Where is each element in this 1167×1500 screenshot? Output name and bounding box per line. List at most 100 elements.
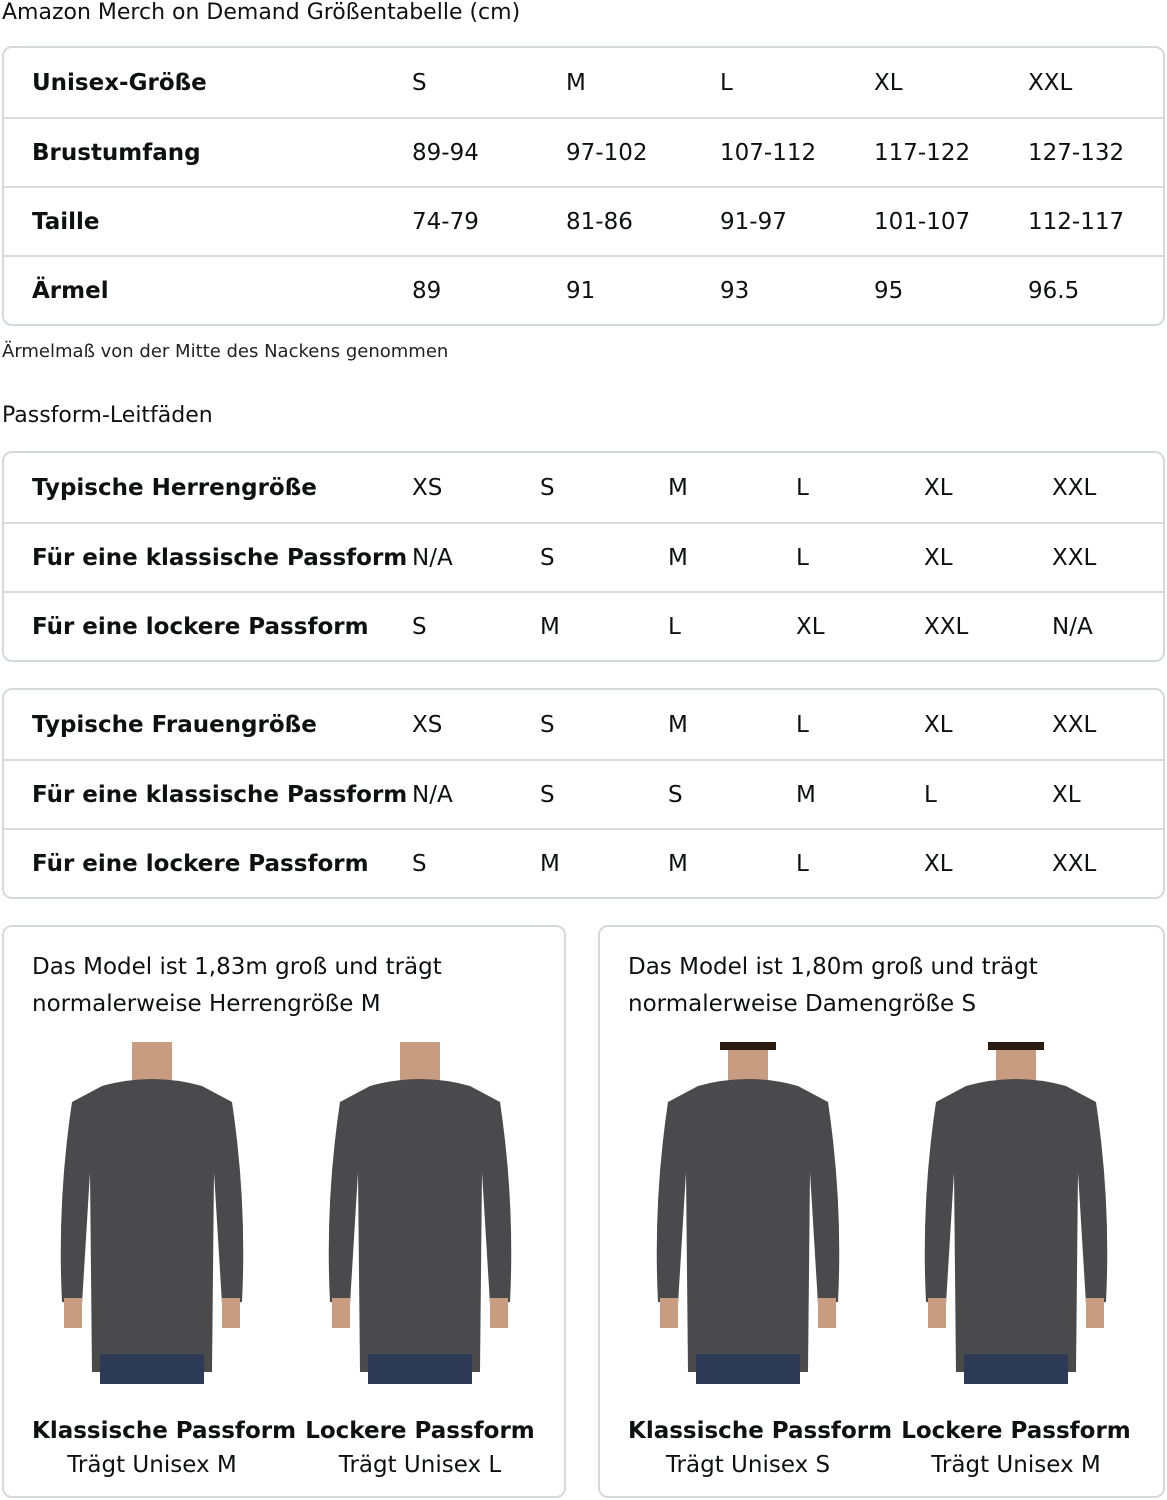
table-cell: 127-132 [1028, 139, 1125, 166]
table-cell: 112-117 [1028, 208, 1125, 235]
table-row: Brustumfang 89-94 97-102 107-112 117-122 127-… [4, 117, 1163, 186]
row-label: Taille [32, 208, 100, 235]
fit-caption: Lockere Passform [305, 1418, 535, 1444]
model-figure: Lockere Passform Trägt Unisex M [896, 1042, 1136, 1478]
table-cell: 93 [720, 277, 750, 304]
fit-caption: Klassische Passform [32, 1418, 297, 1444]
table-cell: M [668, 711, 688, 738]
row-label: Für eine lockere Passform [32, 850, 369, 877]
table-cell: L [796, 850, 809, 877]
table-cell: XL [1052, 781, 1081, 808]
model-card-women: Das Model ist 1,80m groß und trägt norma… [598, 925, 1165, 1498]
table-cell: XL [924, 474, 953, 501]
table-cell: N/A [412, 781, 453, 808]
table-cell: 107-112 [720, 139, 817, 166]
table-cell: XXL [1052, 850, 1097, 877]
table-cell: XS [412, 711, 443, 738]
fit-caption: Klassische Passform [628, 1418, 893, 1444]
table-cell: S [540, 711, 555, 738]
page-title: Amazon Merch on Demand Größentabelle (cm… [2, 0, 521, 25]
table-cell: M [566, 69, 586, 96]
table-cell: M [540, 850, 560, 877]
table-cell: L [720, 69, 733, 96]
row-label: Für eine klassische Passform [32, 544, 408, 571]
table-cell: XL [924, 850, 953, 877]
table-cell: S [412, 613, 427, 640]
table-cell: 117-122 [874, 139, 971, 166]
size-worn: Trägt Unisex L [338, 1452, 502, 1478]
women-fit-table: Typische Frauengröße XS S M L XL XXL Für eine k… [2, 688, 1165, 899]
row-label: Für eine lockere Passform [32, 613, 369, 640]
table-cell: 101-107 [874, 208, 971, 235]
male-model-photo [60, 1042, 244, 1384]
model-figure: Lockere Passform Trägt Unisex L [300, 1042, 540, 1478]
table-cell: 91-97 [720, 208, 787, 235]
table-cell: S [540, 474, 555, 501]
table-cell: L [924, 781, 937, 808]
table-row: Für eine klassische Passform N/A S S M L XL [4, 759, 1163, 828]
table-row: Typische Herrengröße XS S M L XL XXL [4, 453, 1163, 522]
table-cell: M [796, 781, 816, 808]
size-worn: Trägt Unisex S [665, 1452, 831, 1478]
model-description: Das Model ist 1,80m groß und trägt norma… [628, 954, 1038, 1017]
unisex-size-table: Unisex-Größe S M L XL XXL Brustumfang 89-94 97-1… [2, 46, 1165, 326]
table-cell: S [540, 781, 555, 808]
row-label: Ärmel [32, 277, 109, 304]
fit-guide-title: Passform-Leitfäden [2, 403, 213, 428]
size-worn: Trägt Unisex M [931, 1452, 1101, 1478]
row-label: Unisex-Größe [32, 69, 207, 96]
table-cell: S [412, 69, 427, 96]
row-label: Typische Herrengröße [32, 474, 317, 501]
table-row: Für eine lockere Passform S M M L XL XXL [4, 828, 1163, 897]
table-row: Typische Frauengröße XS S M L XL XXL [4, 690, 1163, 759]
table-cell: L [796, 544, 809, 571]
table-row: Ärmel 89 91 93 95 96.5 [4, 255, 1163, 324]
table-cell: S [668, 781, 683, 808]
table-cell: 97-102 [566, 139, 648, 166]
table-cell: XS [412, 474, 443, 501]
table-cell: M [668, 474, 688, 501]
model-figure: Klassische Passform Trägt Unisex M [32, 1042, 297, 1478]
table-cell: XL [924, 544, 953, 571]
table-cell: 89-94 [412, 139, 479, 166]
table-row: Für eine lockere Passform S M L XL XXL N/A [4, 591, 1163, 660]
table-cell: M [668, 850, 688, 877]
table-cell: XXL [924, 613, 969, 640]
table-cell: XL [874, 69, 903, 96]
table-cell: XL [924, 711, 953, 738]
female-model-photo [656, 1042, 840, 1384]
table-cell: L [796, 474, 809, 501]
table-cell: N/A [1052, 613, 1093, 640]
table-cell: 96.5 [1028, 277, 1080, 304]
table-cell: M [668, 544, 688, 571]
table-cell: XXL [1052, 711, 1097, 738]
model-card-men: Das Model ist 1,83m groß und trägt norma… [2, 925, 566, 1498]
row-label: Brustumfang [32, 139, 201, 166]
table-cell: L [668, 613, 681, 640]
table-cell: M [540, 613, 560, 640]
table-row: Taille 74-79 81-86 91-97 101-107 112-117 [4, 186, 1163, 255]
model-figure: Klassische Passform Trägt Unisex S [628, 1042, 893, 1478]
table-cell: XXL [1028, 69, 1073, 96]
table-cell: 95 [874, 277, 904, 304]
men-fit-table: Typische Herrengröße XS S M L XL XXL Für eine k… [2, 451, 1165, 662]
table-cell: S [412, 850, 427, 877]
table-cell: N/A [412, 544, 453, 571]
table-cell: S [540, 544, 555, 571]
table-cell: XL [796, 613, 825, 640]
table-row: Für eine klassische Passform N/A S M L XL XXL [4, 522, 1163, 591]
table-cell: 91 [566, 277, 596, 304]
female-model-photo [924, 1042, 1108, 1384]
fit-caption: Lockere Passform [901, 1418, 1131, 1444]
table-cell: XXL [1052, 544, 1097, 571]
table-cell: XXL [1052, 474, 1097, 501]
male-model-photo [328, 1042, 512, 1384]
table-cell: 81-86 [566, 208, 633, 235]
row-label: Typische Frauengröße [32, 711, 317, 738]
row-label: Für eine klassische Passform [32, 781, 408, 808]
sleeve-note: Ärmelmaß von der Mitte des Nackens genom… [2, 341, 449, 362]
model-description: Das Model ist 1,83m groß und trägt norma… [32, 954, 442, 1017]
table-cell: 74-79 [412, 208, 479, 235]
table-cell: 89 [412, 277, 442, 304]
size-worn: Trägt Unisex M [67, 1452, 237, 1478]
